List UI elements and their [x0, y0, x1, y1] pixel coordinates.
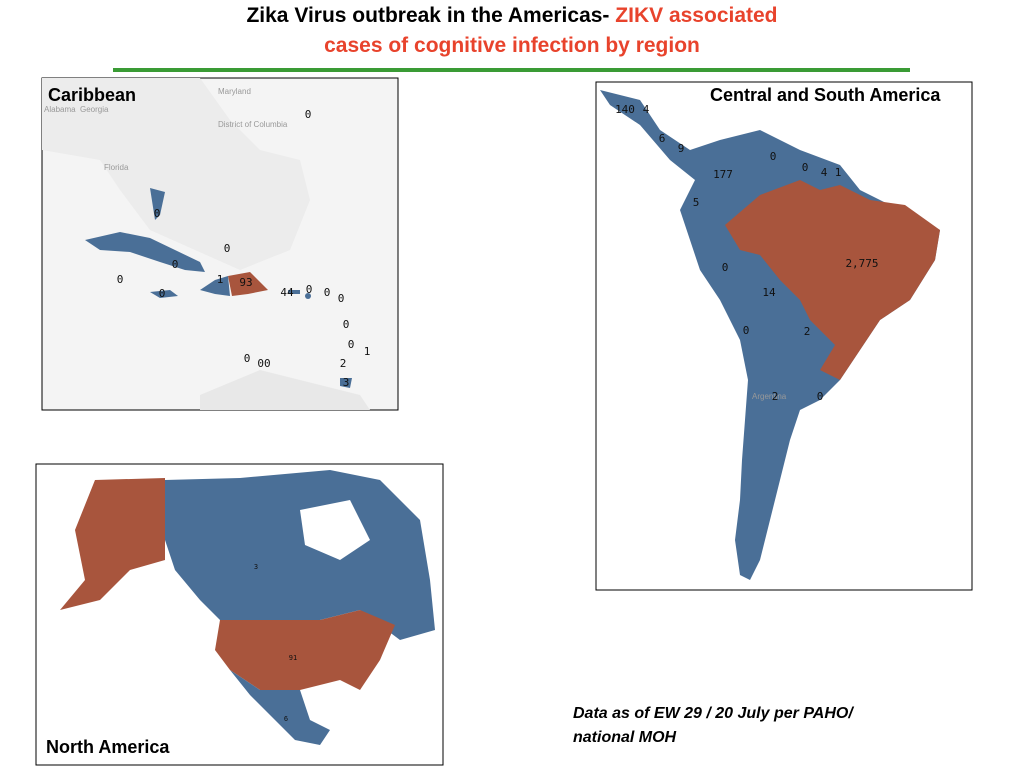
hudson-bay [300, 500, 370, 560]
panel-title: Central and South America [710, 85, 941, 105]
land [200, 370, 370, 410]
panel-title: North America [46, 737, 170, 757]
canada [165, 470, 435, 640]
haiti [200, 276, 230, 296]
case-count: 0 [802, 161, 809, 174]
jamaica [150, 290, 178, 298]
case-count: 91 [289, 654, 297, 662]
case-count: 0 [117, 273, 124, 286]
island [305, 293, 311, 299]
case-count: 2 [340, 357, 347, 370]
case-count: 1 [835, 166, 842, 179]
case-count: 2 [804, 325, 811, 338]
footnote: Data as of EW 29 / 20 July per PAHO/ nat… [573, 702, 853, 750]
trinidad [340, 378, 352, 388]
case-count: 1 [217, 273, 224, 286]
panel-title: Caribbean [48, 85, 136, 105]
case-count: 0 [770, 150, 777, 163]
case-count: 0 [224, 242, 231, 255]
case-count: 0 [338, 292, 345, 305]
base-label: District of Columbia [218, 120, 288, 129]
bahamas [150, 188, 165, 220]
case-count: 0 [154, 207, 161, 220]
case-count: 3 [343, 376, 350, 389]
case-count: 6 [284, 715, 288, 723]
case-count: 4 [643, 103, 650, 116]
title-line-1: Zika Virus outbreak in the Americas- ZIK… [0, 4, 1024, 28]
cuba [85, 232, 205, 272]
case-count: 93 [239, 276, 252, 289]
case-count: 1 [364, 345, 371, 358]
case-count: 14 [762, 286, 776, 299]
case-count: 140 [615, 103, 635, 116]
case-count: 2 [772, 390, 779, 403]
case-count: 0 [159, 287, 166, 300]
case-count: 0 [324, 286, 331, 299]
base-label: Florida [104, 163, 129, 172]
case-count: 0 [172, 258, 179, 271]
north-america-map: North America [35, 463, 444, 766]
mexico [230, 670, 330, 745]
case-count: 4 [821, 166, 828, 179]
land [42, 78, 310, 270]
south-america-map: Central and South America Argentina [595, 81, 973, 591]
case-count: 6 [659, 132, 666, 145]
case-count: 44 [280, 286, 294, 299]
title-line-2: cases of cognitive infection by region [324, 34, 700, 57]
united-states [215, 610, 395, 690]
case-count: 3 [254, 563, 258, 571]
case-count: 177 [713, 168, 733, 181]
case-count: 0 [348, 338, 355, 351]
brazil [725, 180, 940, 380]
case-count: 00 [257, 357, 270, 370]
case-count: 0 [722, 261, 729, 274]
caribbean-map: Maryland Alabama Georgia District of Col… [41, 77, 399, 411]
case-count: 0 [244, 352, 251, 365]
case-count: 0 [817, 390, 824, 403]
title-red: ZIKV associated [615, 4, 778, 27]
footnote-line: national MOH [573, 729, 677, 746]
base-label: Argentina [752, 392, 787, 401]
case-count: 2,775 [845, 257, 878, 270]
title-black: Zika Virus outbreak in the Americas- [246, 4, 610, 27]
footnote-line: Data as of EW 29 / 20 July per PAHO/ [573, 705, 853, 722]
puerto-rico [288, 290, 300, 294]
base-label: Alabama [44, 105, 76, 114]
case-count: 5 [693, 196, 700, 209]
case-count: 0 [743, 324, 750, 337]
base-label: Georgia [80, 105, 109, 114]
alaska [60, 478, 165, 610]
base-label: Maryland [218, 87, 251, 96]
case-count: 9 [678, 142, 685, 155]
case-count: 0 [343, 318, 350, 331]
dominican-republic [228, 272, 268, 296]
case-count: 0 [306, 283, 313, 296]
case-count: 0 [305, 108, 312, 121]
